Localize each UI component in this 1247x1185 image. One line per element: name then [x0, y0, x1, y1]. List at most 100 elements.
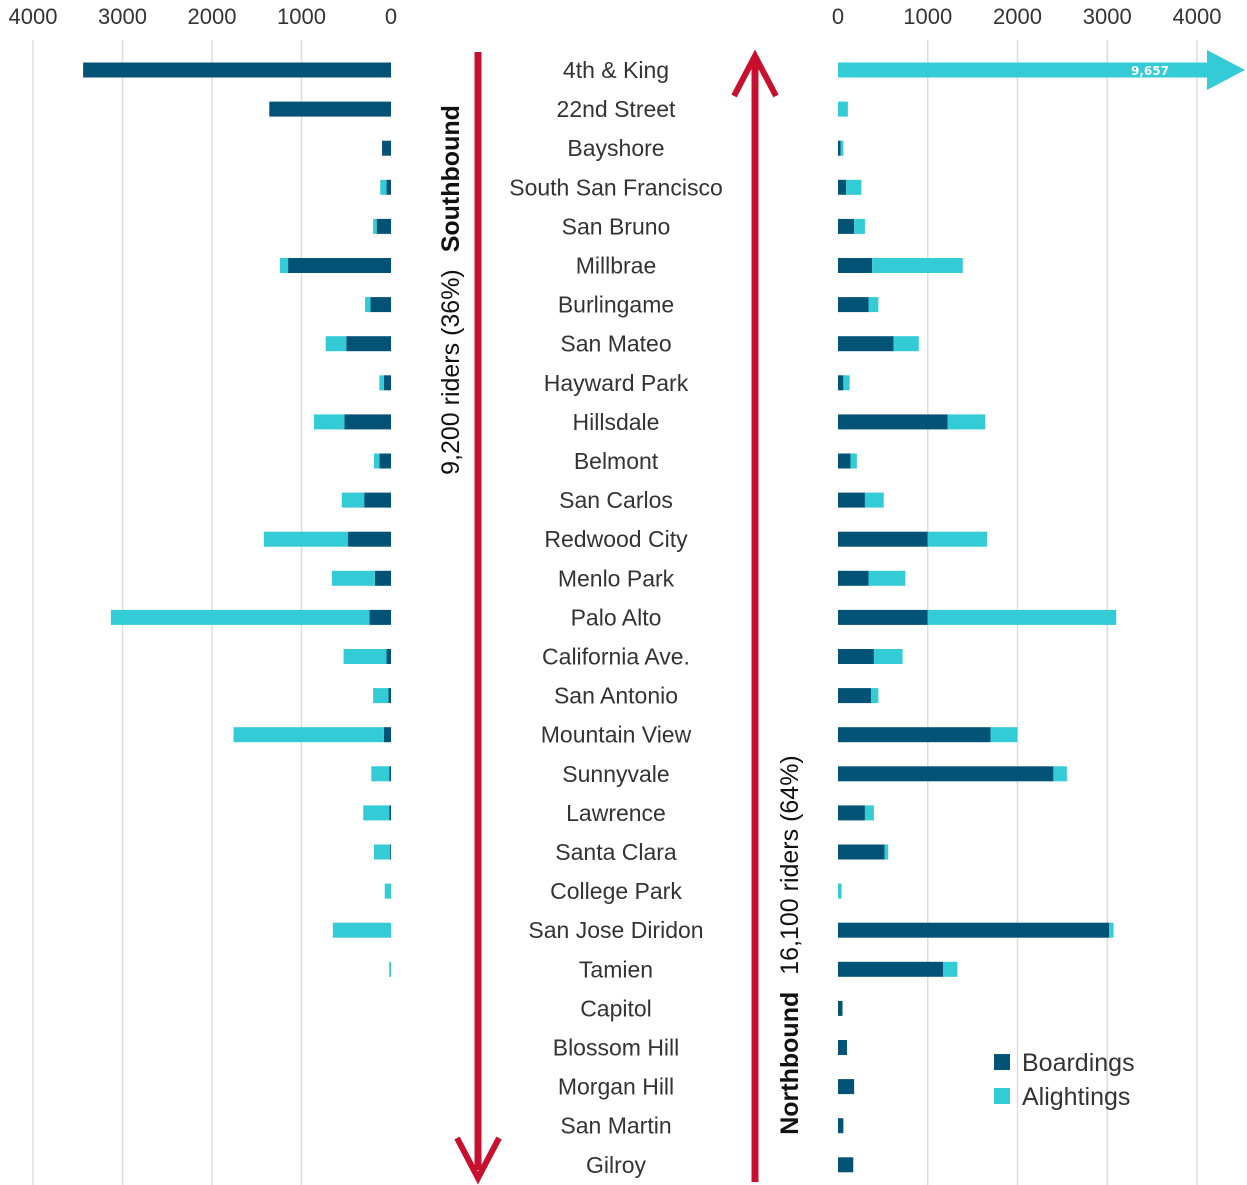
northbound-alightings-bar	[864, 805, 874, 821]
station-label: Belmont	[574, 448, 659, 474]
southbound-alightings-bar	[365, 297, 371, 313]
northbound-alightings-bar	[990, 727, 1018, 743]
station-label: Sunnyvale	[562, 761, 669, 787]
station-label: 22nd Street	[557, 96, 677, 122]
northbound-alightings-bar	[850, 453, 857, 469]
northbound-direction: Northbound	[776, 992, 804, 1135]
northbound-boardings-bar	[838, 1079, 855, 1095]
station-label: College Park	[550, 878, 682, 904]
legend-alightings-swatch	[994, 1088, 1010, 1104]
southbound-boardings-bar	[388, 688, 391, 704]
truncated-value-label: 9,657	[1131, 64, 1169, 78]
station-label: California Ave.	[542, 644, 690, 670]
southbound-alightings-bar	[379, 375, 384, 391]
southbound-bars	[83, 62, 392, 977]
northbound-alightings-bar	[840, 140, 844, 156]
x-tick-label: 0	[385, 4, 397, 29]
southbound-alightings-bar	[263, 531, 349, 547]
southbound-alightings-bar	[341, 492, 365, 508]
northbound-boardings-bar	[838, 688, 872, 704]
southbound-boardings-bar	[383, 727, 391, 743]
southbound-alightings-bar	[280, 258, 289, 273]
northbound-boardings-bar	[838, 297, 869, 313]
southbound-boardings-bar	[389, 805, 391, 821]
station-label: Palo Alto	[571, 604, 662, 630]
northbound-boardings-bar	[838, 414, 948, 430]
station-label: Burlingame	[558, 292, 674, 318]
northbound-boardings-bar	[838, 766, 1054, 782]
northbound-alightings-bar	[838, 883, 842, 899]
x-tick-label: 1000	[903, 4, 952, 29]
southbound-alightings-bar	[343, 649, 387, 664]
southbound-boardings-bar	[386, 179, 391, 195]
station-label: Blossom Hill	[553, 1035, 680, 1061]
southbound-boardings-bar	[370, 297, 391, 313]
southbound-alightings-bar	[373, 688, 389, 704]
northbound-boardings-bar	[838, 1118, 844, 1134]
northbound-alightings-bar	[893, 336, 919, 352]
station-label: South San Francisco	[509, 174, 723, 200]
southbound-boardings-bar	[374, 570, 391, 586]
northbound-boardings-bar	[838, 922, 1110, 938]
northbound-boardings-bar	[838, 375, 844, 391]
station-label: Morgan Hill	[558, 1074, 674, 1100]
southbound-boardings-bar	[269, 101, 391, 117]
station-label: San Carlos	[559, 487, 673, 513]
southbound-boardings-bar	[348, 531, 391, 547]
station-label: Millbrae	[576, 253, 657, 279]
northbound-alightings-bar	[927, 609, 1117, 625]
x-tick-label: 1000	[277, 4, 326, 29]
southbound-alightings-bar	[233, 727, 384, 743]
southbound-direction: Southbound	[437, 105, 465, 252]
station-label: Tamien	[579, 956, 653, 982]
station-label: Redwood City	[544, 526, 688, 552]
southbound-alightings-bar	[373, 844, 391, 860]
northbound-label: Northbound 16,100 riders (64%)	[776, 755, 804, 1135]
northbound-alightings-bar	[884, 844, 889, 860]
station-label: San Mateo	[560, 331, 671, 357]
southbound-boardings-bar	[382, 140, 391, 156]
northbound-alightings-bar	[871, 688, 879, 704]
northbound-boardings-bar	[838, 570, 869, 586]
station-label: Hayward Park	[544, 370, 689, 396]
station-label: Lawrence	[566, 800, 666, 826]
x-tick-label: 3000	[1083, 4, 1132, 29]
northbound-alightings-bar	[873, 649, 903, 664]
northbound-boardings-bar	[838, 805, 865, 821]
station-label: San Bruno	[562, 213, 671, 239]
northbound-alightings-bar	[846, 179, 862, 195]
northbound-alightings-bar	[868, 297, 879, 313]
southbound-boardings-bar	[369, 609, 391, 625]
northbound-boardings-bar	[838, 961, 944, 977]
southbound-boardings-bar	[288, 258, 391, 273]
northbound-boardings-bar	[838, 453, 851, 469]
x-tick-label: 4000	[9, 4, 58, 29]
northbound-boardings-bar	[838, 179, 847, 195]
left-axis-ticks: 4000 3000 2000 1000 0	[9, 4, 398, 29]
right-axis-ticks: 0 1000 2000 3000 4000	[832, 4, 1222, 29]
legend: Boardings Alightings	[994, 1049, 1135, 1111]
southbound-alightings-bar	[389, 961, 391, 977]
northbound-boardings-bar	[838, 649, 874, 664]
station-label: Gilroy	[586, 1152, 647, 1178]
southbound-alightings-bar	[325, 336, 347, 352]
southbound-boardings-bar	[390, 844, 391, 860]
southbound-alightings-bar	[373, 453, 380, 469]
northbound-alightings-bar	[843, 375, 850, 391]
northbound-alightings-bar	[868, 570, 906, 586]
x-tick-label: 0	[832, 4, 844, 29]
x-tick-label: 4000	[1173, 4, 1222, 29]
southbound-alightings-bar	[331, 570, 375, 586]
station-label: San Jose Diridon	[528, 917, 703, 943]
station-labels: 4th & King 22nd Street Bayshore South San F…	[509, 57, 723, 1178]
legend-boardings-swatch	[994, 1054, 1010, 1070]
northbound-boardings-bar	[838, 844, 885, 860]
southbound-riders: 9,200 riders (36%)	[437, 269, 465, 475]
northbound-alightings-bar	[854, 218, 865, 234]
northbound-boardings-bar	[838, 218, 855, 234]
southbound-alightings-bar	[332, 922, 391, 938]
southbound-boardings-bar	[389, 766, 391, 782]
station-label: San Martin	[560, 1113, 671, 1139]
northbound-alightings-bar-truncated	[838, 50, 1245, 90]
southbound-alightings-bar	[380, 179, 387, 195]
